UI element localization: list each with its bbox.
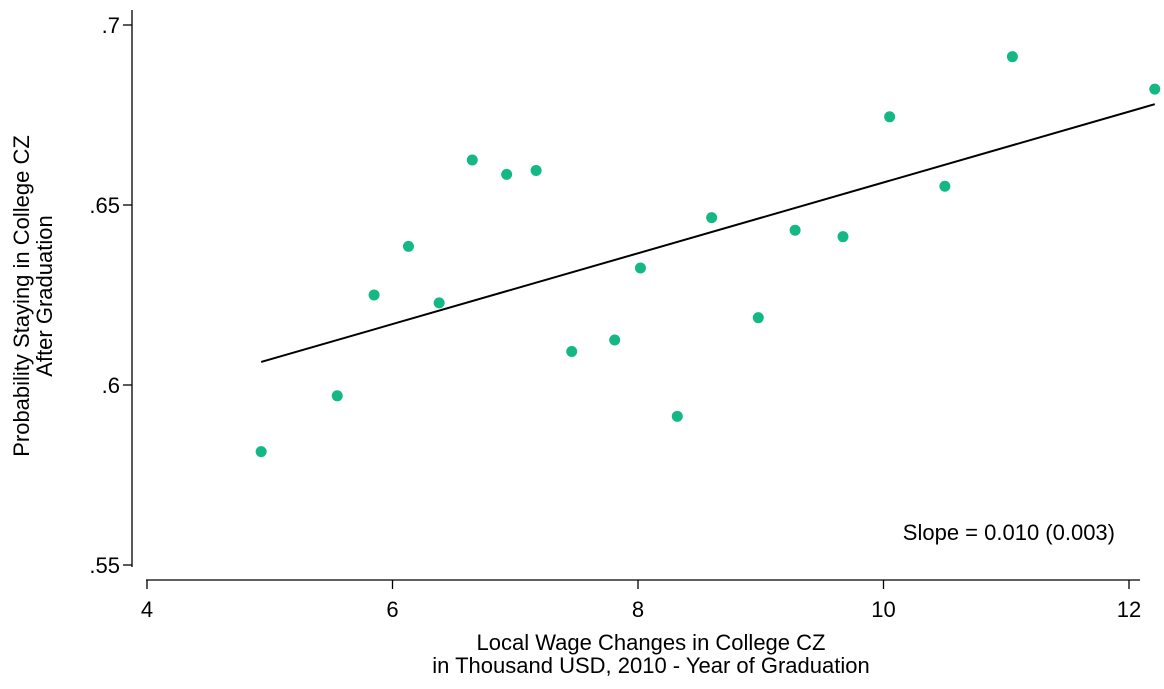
data-point	[884, 111, 896, 123]
data-point	[566, 346, 578, 358]
x-axis-title: in Thousand USD, 2010 - Year of Graduati…	[432, 653, 869, 678]
data-points	[255, 51, 1161, 458]
data-point	[609, 334, 621, 346]
data-point	[1006, 51, 1018, 63]
data-point	[939, 180, 951, 192]
data-point	[433, 297, 445, 309]
data-point	[368, 289, 380, 301]
data-point	[634, 262, 646, 274]
slope-annotation: Slope = 0.010 (0.003)	[903, 520, 1115, 545]
data-point	[331, 390, 343, 402]
y-tick-label: .65	[89, 193, 120, 218]
data-point	[466, 154, 478, 166]
y-tick-label: .55	[89, 553, 120, 578]
data-point	[530, 164, 542, 176]
x-tick-label: 10	[871, 597, 895, 622]
data-point	[1149, 83, 1161, 95]
y-axis-title: After Graduation	[32, 215, 57, 376]
labels: Slope = 0.010 (0.003) 4 6 8 10 12 .55 .6 .65 .7 L…	[9, 13, 1141, 678]
data-point	[671, 410, 683, 422]
y-tick-label: .6	[102, 373, 120, 398]
data-point	[402, 240, 414, 252]
fit-line	[260, 103, 1156, 363]
y-axis-title: Probability Staying in College CZ	[9, 135, 34, 457]
x-tick-label: 8	[632, 597, 644, 622]
x-tick-label: 4	[141, 597, 153, 622]
data-point	[837, 231, 849, 243]
data-point	[789, 224, 801, 236]
axes	[123, 10, 1140, 589]
fit-line-layer	[260, 103, 1156, 363]
x-axis-title: Local Wage Changes in College CZ	[477, 630, 826, 655]
y-tick-label: .7	[102, 13, 120, 38]
x-tick-label: 6	[386, 597, 398, 622]
data-point	[255, 446, 267, 458]
x-tick-label: 12	[1117, 597, 1141, 622]
data-point	[706, 212, 718, 224]
data-point	[752, 312, 764, 324]
data-point	[501, 168, 513, 180]
